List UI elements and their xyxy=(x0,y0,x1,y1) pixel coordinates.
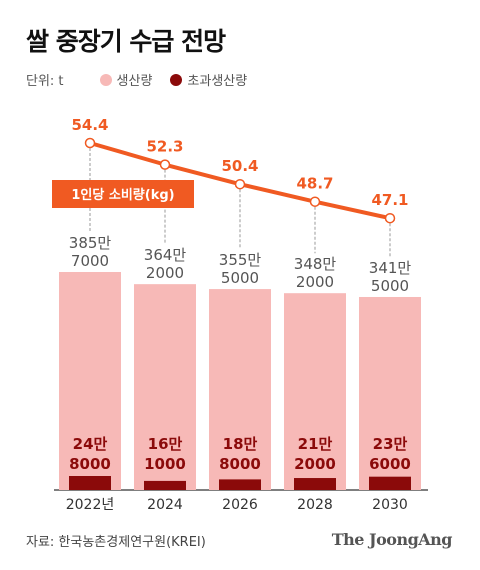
bar-production-3 xyxy=(284,293,346,490)
legend-item-excess: 초과생산량 xyxy=(170,70,247,89)
excess-label-bottom-3: 2000 xyxy=(294,455,336,473)
consumption-value-label-3: 48.7 xyxy=(296,175,333,193)
x-tick-label-3: 2028 xyxy=(297,497,333,513)
production-label-top-1: 364만 xyxy=(144,246,187,264)
line-label-badge xyxy=(52,180,194,208)
excess-label-bottom-2: 8000 xyxy=(219,455,261,473)
production-label-bottom-4: 5000 xyxy=(371,277,409,295)
production-label-bottom-2: 5000 xyxy=(221,269,259,287)
consumption-value-label-1: 52.3 xyxy=(146,138,183,156)
consumption-value-label-0: 54.4 xyxy=(71,116,108,134)
excess-label-top-0: 24만 xyxy=(73,435,108,453)
production-label-top-2: 355만 xyxy=(219,251,262,269)
excess-label-top-4: 23만 xyxy=(373,435,408,453)
consumption-point-0 xyxy=(84,137,96,149)
bar-excess-2 xyxy=(219,479,261,490)
consumption-point-2 xyxy=(234,178,246,190)
legend-label-excess: 초과생산량 xyxy=(187,74,248,89)
bar-production-2 xyxy=(209,289,271,490)
production-label-bottom-3: 2000 xyxy=(296,273,334,291)
production-label-top-3: 348만 xyxy=(294,255,337,273)
bar-production-0 xyxy=(59,272,121,490)
x-tick-label-4: 2030 xyxy=(372,497,408,513)
production-label-top-4: 341만 xyxy=(369,259,412,277)
legend-swatch-excess xyxy=(170,73,183,86)
production-label-bottom-0: 7000 xyxy=(71,252,109,270)
excess-label-bottom-1: 1000 xyxy=(144,455,186,473)
consumption-point-3 xyxy=(309,196,321,207)
consumption-value-label-4: 47.1 xyxy=(371,191,408,209)
bar-excess-1 xyxy=(144,480,186,490)
legend-label-production: 생산량 xyxy=(116,74,153,89)
consumption-value-label-2: 50.4 xyxy=(221,157,258,175)
excess-label-top-1: 16만 xyxy=(148,435,183,453)
excess-label-top-3: 21만 xyxy=(298,435,333,453)
bar-excess-3 xyxy=(294,478,336,490)
bar-excess-0 xyxy=(69,476,111,490)
chart-title: 쌀 중장기 수급 전망 xyxy=(26,27,226,56)
bar-production-4 xyxy=(359,296,421,490)
excess-label-bottom-4: 6000 xyxy=(369,455,411,473)
bar-production-1 xyxy=(134,284,196,490)
x-tick-label-1: 2024 xyxy=(147,497,183,513)
production-label-top-0: 385만 xyxy=(69,234,112,252)
production-label-bottom-1: 2000 xyxy=(146,264,184,282)
unit-label: 단위: t xyxy=(26,74,64,89)
line-label-text: 1인당 소비량(kg) xyxy=(71,187,174,203)
legend-item-production: 생산량 xyxy=(99,70,153,89)
excess-label-top-2: 18만 xyxy=(223,435,258,453)
bar-excess-4 xyxy=(369,476,411,490)
brand-logo: The JoongAng xyxy=(331,530,453,549)
x-tick-label-0: 2022년 xyxy=(66,497,115,513)
x-tick-label-2: 2026 xyxy=(222,497,258,513)
consumption-point-4 xyxy=(384,212,396,224)
source-note: 자료: 한국농촌경제연구원(KREI) xyxy=(26,535,206,550)
consumption-point-1 xyxy=(159,159,171,170)
excess-label-bottom-0: 8000 xyxy=(69,455,111,473)
legend: 단위: t 생산량 초과생산량 xyxy=(26,70,265,89)
legend-swatch-production xyxy=(99,73,112,86)
